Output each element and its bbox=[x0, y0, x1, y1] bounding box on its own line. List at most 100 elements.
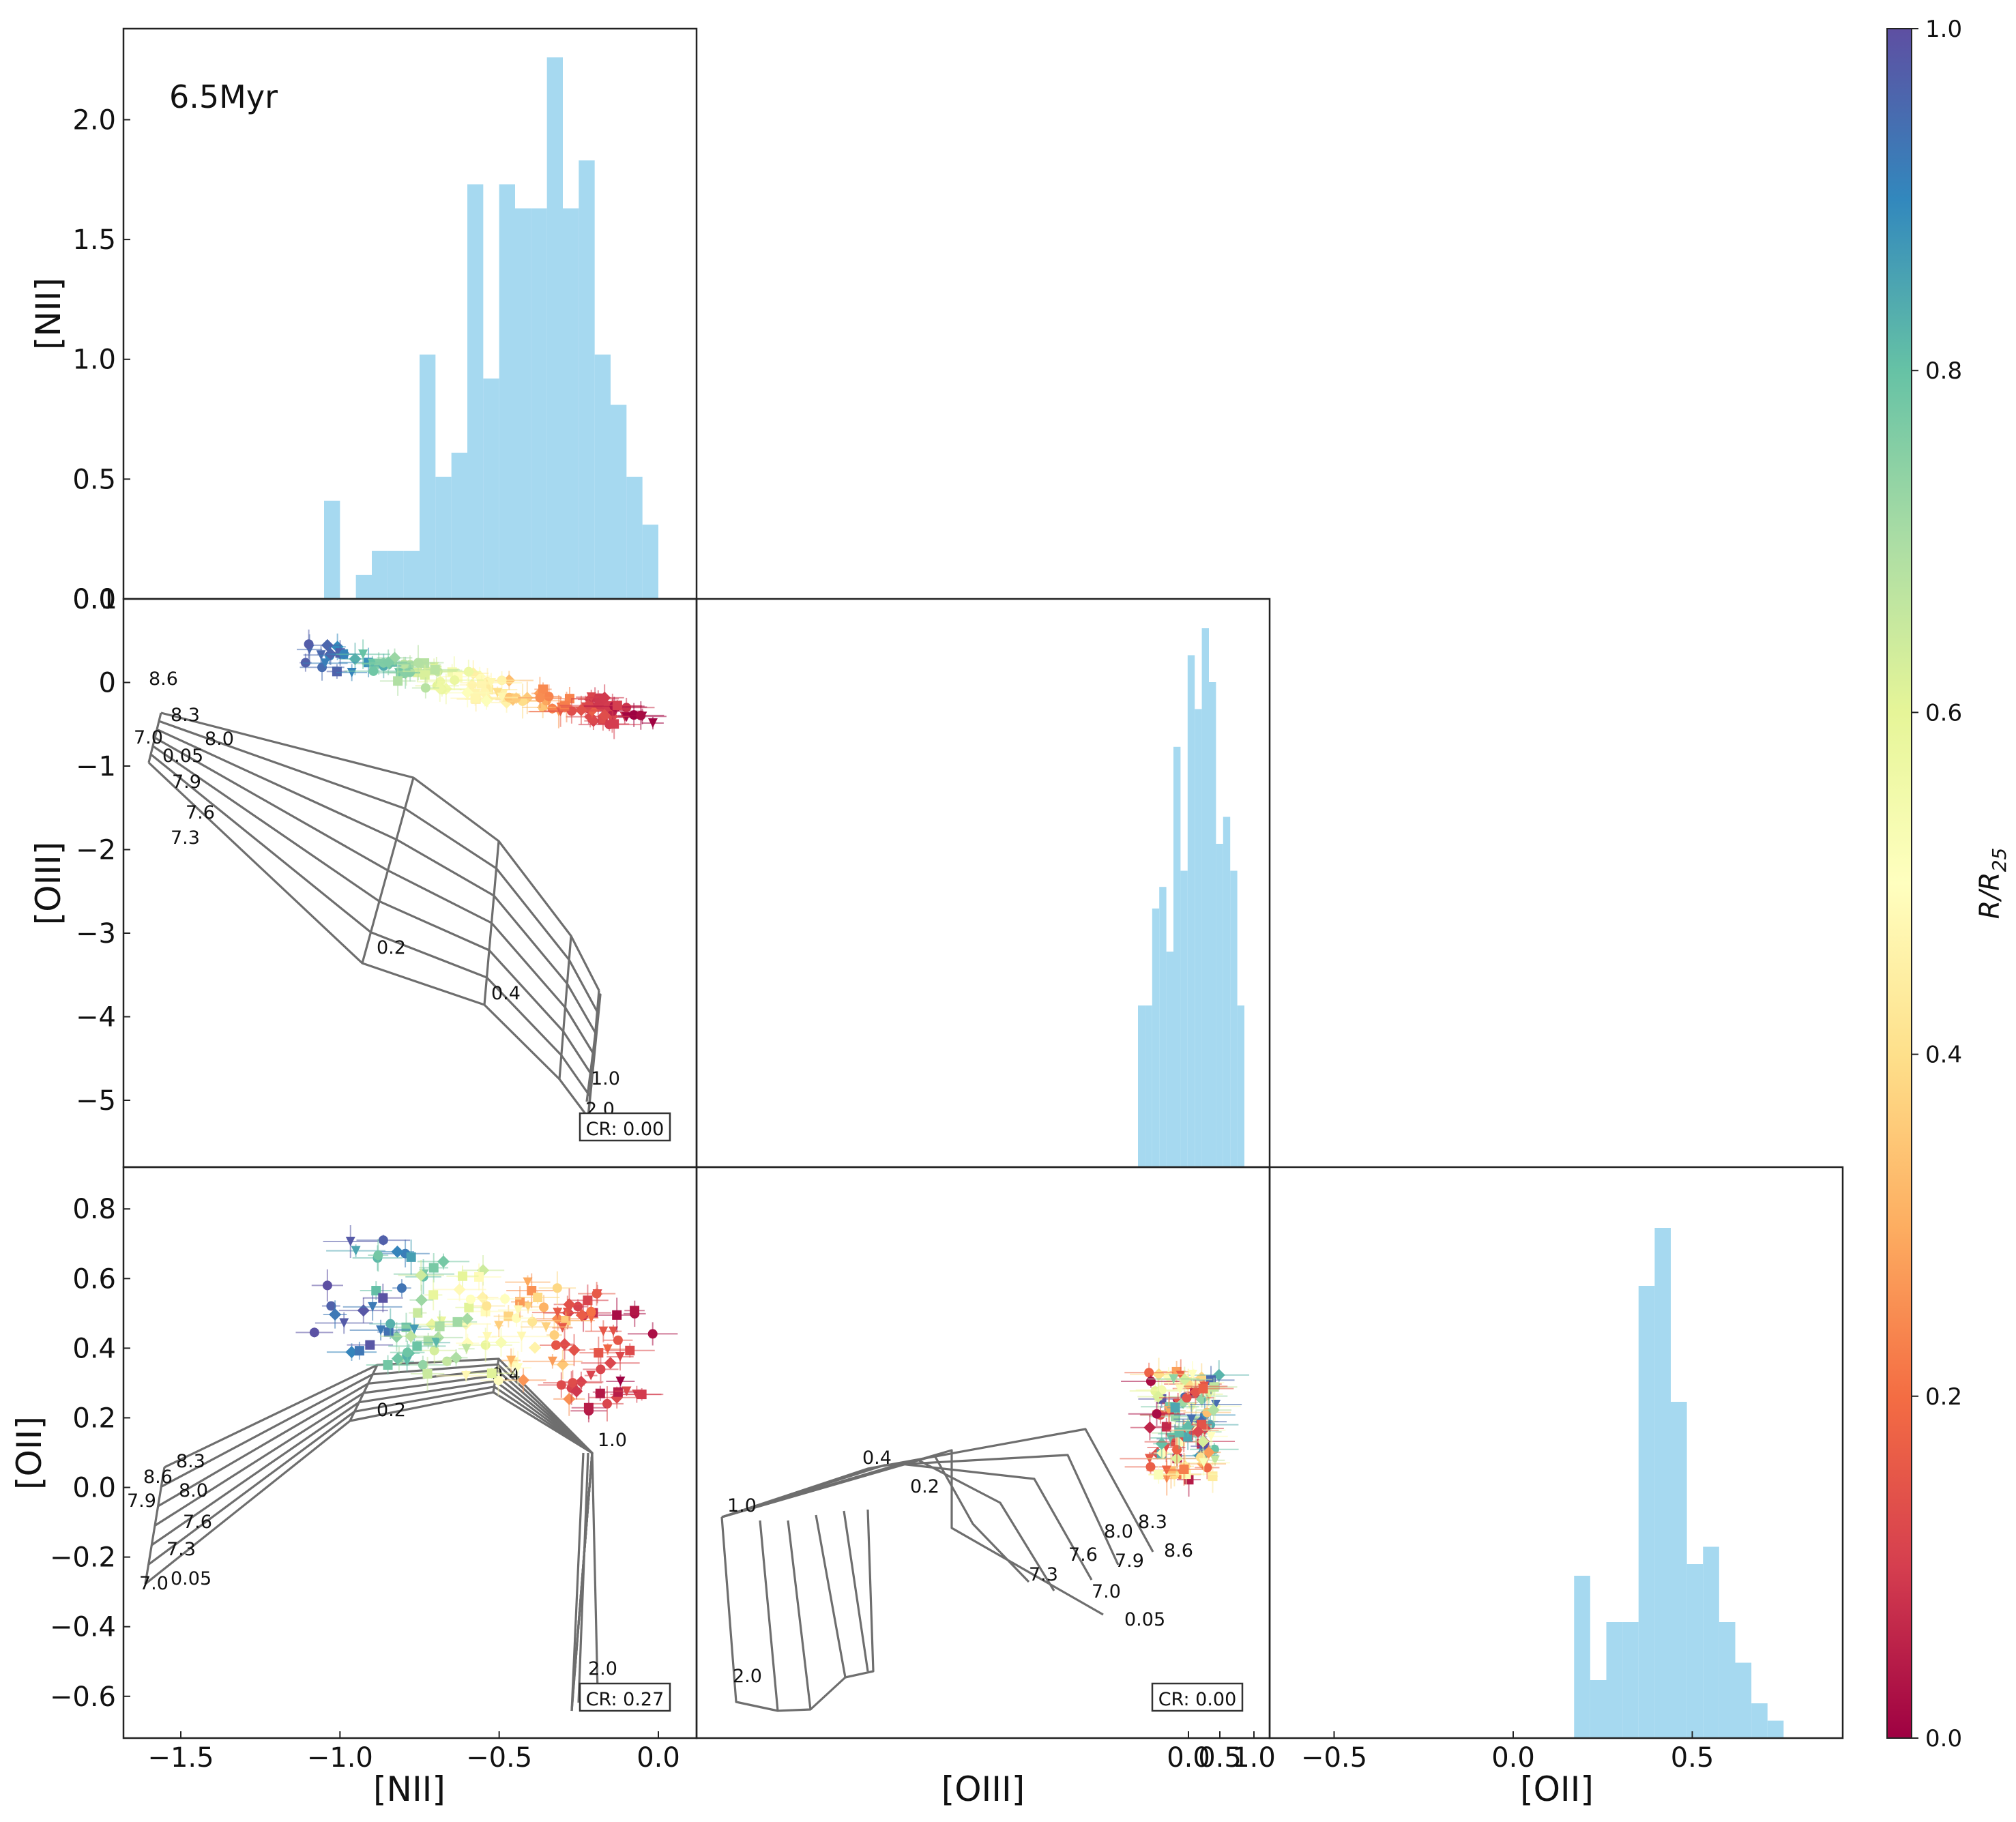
scatter-point-oii-oiii bbox=[1175, 1370, 1186, 1381]
scatter-point-oii-nii bbox=[604, 1357, 617, 1370]
scatter-point-oiii-nii bbox=[320, 658, 330, 668]
scatter-point-oii-oiii bbox=[1179, 1464, 1189, 1474]
oii-nii-ytick-label: 0.0 bbox=[72, 1473, 116, 1504]
scatter-point-oii-nii bbox=[598, 1326, 609, 1336]
scatter-point-oii-nii bbox=[422, 1368, 433, 1379]
hist-oiii-bar bbox=[1152, 908, 1160, 1167]
scatter-point-oii-nii bbox=[409, 1324, 420, 1334]
scatter-point-oiii-nii bbox=[535, 692, 545, 703]
scatter-point-oii-nii bbox=[391, 1246, 404, 1259]
oiii-nii-ytick-label: −1 bbox=[76, 751, 116, 782]
model-grid-label: 0.05 bbox=[171, 1568, 211, 1589]
hist-oii-bar bbox=[1686, 1564, 1704, 1738]
hist-nii-ylabel: [NII] bbox=[29, 278, 68, 350]
model-grid-oii-nii bbox=[144, 1357, 599, 1711]
model-grid-line bbox=[558, 935, 572, 1080]
scatter-point-oii-oiii bbox=[1212, 1368, 1225, 1381]
scatter-point-oii-nii bbox=[461, 1344, 471, 1354]
oii-oiii-xtick-label: 1.0 bbox=[1232, 1742, 1276, 1774]
scatter-point-oii-nii bbox=[622, 1386, 632, 1396]
model-grid-label: 7.3 bbox=[166, 1539, 196, 1560]
oii-nii-yticks: 0.8 0.6 0.4 0.2 0.0 −0.2 −0.4 −0.6 bbox=[50, 1194, 130, 1713]
scatter-point-oii-nii bbox=[541, 1322, 551, 1332]
cr-label-oiii-nii: CR: 0.00 bbox=[586, 1119, 664, 1140]
hist-oii-bar bbox=[1703, 1546, 1719, 1738]
hist-oiii-bar bbox=[1223, 817, 1231, 1167]
scatter-point-oii-nii bbox=[486, 1368, 497, 1379]
oiii-nii-ytick-label-top: 1 bbox=[100, 584, 117, 615]
cr-label-oii-nii: CR: 0.27 bbox=[586, 1689, 664, 1710]
scatter-point-oii-oiii bbox=[1202, 1446, 1215, 1459]
scatter-point-oiii-nii bbox=[316, 650, 326, 660]
scatter-point-oii-oiii bbox=[1144, 1368, 1154, 1378]
colorbar-label: R/R25 bbox=[1974, 848, 2011, 920]
scatter-point-oii-nii bbox=[345, 1237, 355, 1247]
scatter-point-oii-nii bbox=[613, 1335, 623, 1345]
model-grid-label: 7.6 bbox=[186, 802, 215, 823]
scatter-point-oii-nii bbox=[383, 1327, 394, 1337]
oii-nii-ytick-label: −0.6 bbox=[50, 1681, 116, 1713]
panel-oiii-vs-nii: 8.68.38.07.00.057.97.67.30.20.41.02.0 0−… bbox=[29, 584, 698, 1169]
hist-nii-ytick-label: 1.5 bbox=[72, 224, 116, 256]
hist-oiii-bar bbox=[1187, 655, 1195, 1167]
panel-hist-nii: 6.5Myr 0.0 0.5 1.0 1.5 2.0 [NII] bbox=[29, 27, 698, 615]
scatter-point-oii-nii bbox=[539, 1302, 549, 1312]
hist-oii-bar bbox=[1751, 1703, 1768, 1738]
oii-nii-ytick-label: 0.4 bbox=[72, 1333, 116, 1364]
scatter-point-oii-oiii bbox=[1198, 1383, 1208, 1394]
scatter-point-oii-nii bbox=[594, 1348, 604, 1358]
scatter-point-oii-nii bbox=[558, 1338, 571, 1351]
scatter-point-oii-oiii bbox=[1172, 1445, 1182, 1455]
scatter-point-oii-nii bbox=[452, 1317, 463, 1327]
hist-oiii-bar bbox=[1216, 844, 1223, 1167]
scatter-point-oiii-nii bbox=[347, 667, 357, 677]
scatter-point-oii-oiii bbox=[1152, 1368, 1165, 1381]
colorbar-label-main: R/R bbox=[1974, 872, 2006, 919]
scatter-points-oii-oiii bbox=[1120, 1357, 1250, 1497]
model-grid-label: 8.3 bbox=[1138, 1512, 1167, 1533]
scatter-points-oii-nii bbox=[295, 1225, 678, 1423]
model-grid-label: 8.0 bbox=[1104, 1521, 1133, 1542]
scatter-point-oii-nii bbox=[523, 1277, 533, 1287]
scatter-point-oii-nii bbox=[570, 1385, 583, 1398]
model-grid-line bbox=[570, 1452, 585, 1711]
model-grid-label: 7.3 bbox=[171, 827, 200, 849]
scatter-point-oii-nii bbox=[322, 1280, 332, 1291]
model-grid-label: 8.6 bbox=[149, 668, 178, 690]
model-grid-label: 0.2 bbox=[377, 1400, 406, 1421]
model-grid-label: 7.9 bbox=[172, 772, 201, 793]
cr-label-oii-oiii: CR: 0.00 bbox=[1158, 1689, 1237, 1710]
hist-nii-bar bbox=[546, 57, 563, 600]
scatter-point-oii-nii bbox=[391, 1352, 404, 1365]
scatter-point-oii-oiii bbox=[1182, 1393, 1192, 1403]
scatter-point-oii-nii bbox=[533, 1293, 543, 1303]
scatter-point-oii-nii bbox=[464, 1302, 474, 1312]
hist-oii-xticks: −0.5 0.0 0.5 bbox=[1301, 1731, 1714, 1774]
scatter-point-oiii-nii bbox=[413, 658, 423, 668]
hist-oii-bar bbox=[1654, 1228, 1671, 1738]
scatter-point-oii-nii bbox=[354, 1346, 364, 1356]
model-grid-label: 7.9 bbox=[127, 1490, 156, 1512]
model-grid-label: 7.9 bbox=[1115, 1551, 1144, 1572]
scatter-points-oiii-nii bbox=[297, 629, 667, 739]
scatter-point-oii-nii bbox=[563, 1298, 576, 1311]
scatter-point-oii-nii bbox=[551, 1340, 561, 1350]
model-grid-label: 2.0 bbox=[588, 1658, 617, 1679]
oii-nii-xtick-label: −1.5 bbox=[147, 1742, 214, 1774]
scatter-point-oii-oiii bbox=[1207, 1404, 1220, 1417]
scatter-point-oiii-nii bbox=[480, 694, 493, 707]
scatter-point-oiii-nii bbox=[463, 666, 473, 677]
oiii-nii-ytick-label: −2 bbox=[76, 835, 116, 866]
scatter-point-oiii-nii bbox=[598, 691, 611, 704]
scatter-point-oiii-nii bbox=[433, 682, 446, 695]
hist-nii-bar bbox=[372, 550, 388, 599]
hist-oii-bar bbox=[1719, 1622, 1736, 1738]
hist-nii-bar bbox=[355, 574, 372, 599]
hist-nii-bar bbox=[642, 525, 658, 599]
hist-nii-bar bbox=[579, 160, 595, 599]
oiii-nii-ytick-label: −4 bbox=[76, 1002, 116, 1033]
scatter-point-oii-nii bbox=[503, 1311, 514, 1321]
scatter-point-oii-nii bbox=[613, 1387, 623, 1397]
scatter-point-oii-oiii bbox=[1170, 1402, 1180, 1413]
panel-hist-oiii bbox=[695, 598, 1271, 1169]
